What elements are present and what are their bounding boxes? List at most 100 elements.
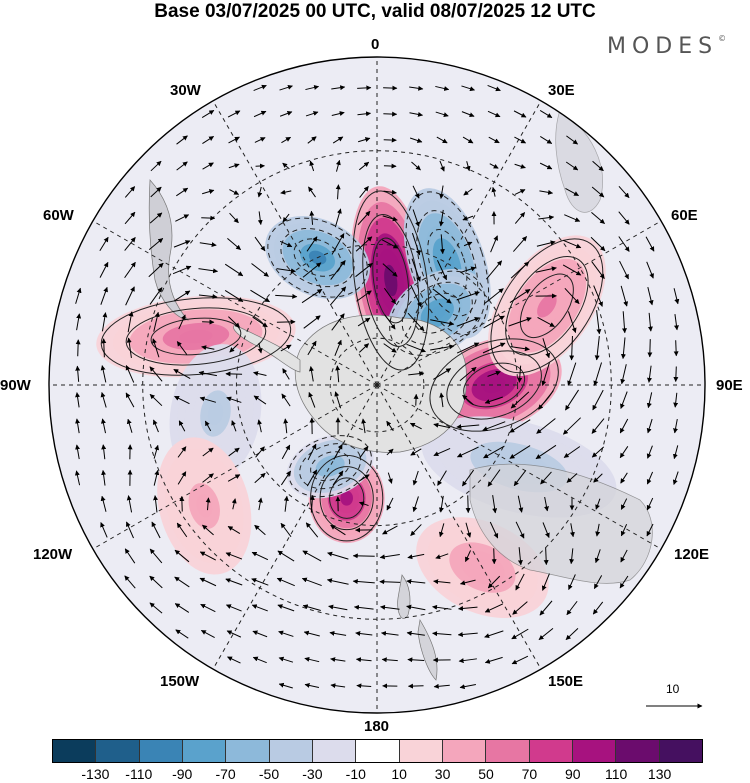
wind-vector-arrow [101,312,108,332]
wind-vector-arrow [537,317,555,327]
wind-vector-arrow [386,420,394,432]
wind-vector-arrow [410,524,422,536]
colorbar-segment-14 [659,740,702,762]
lon-label-90w: 90W [0,377,31,394]
wind-vector-arrow [253,395,267,405]
colorbar-tick-label: -30 [302,766,323,782]
wind-vector-arrow [309,366,314,382]
wind-vector-arrow [463,241,473,247]
wind-vector-arrow [229,212,239,224]
wind-vector-arrow [460,266,477,273]
wind-vector-arrow [407,312,425,332]
wind-vector-arrow [541,573,550,591]
wind-vector-arrow [592,160,604,172]
wind-vector-arrow [543,547,549,566]
wind-vector-arrow [620,391,628,409]
meridian-line [376,384,542,670]
wind-vector-arrow [276,268,296,274]
wind-vector-arrow [484,656,503,664]
wind-vector-arrow [204,420,212,432]
wind-vector-arrow [331,313,345,331]
wind-vector-arrow [432,288,452,304]
wind-vector-arrow [179,495,185,512]
wind-vector-arrow [358,474,370,482]
wind-vector-arrow [382,525,398,535]
wind-vector-arrow [100,392,107,408]
wind-vector-arrow [229,189,240,195]
wind-vector-arrow [509,288,531,304]
wind-vector-arrow [359,501,369,507]
wind-vector-arrow [538,390,554,410]
wind-vector-arrow [281,444,291,460]
wind-vector-arrow [465,161,471,172]
wind-vector-arrow [437,470,447,486]
wind-vector-arrow [301,288,323,304]
colorbar-segment-12 [572,740,617,762]
wind-vector-arrow [562,264,582,276]
wind-vector-arrow [386,497,394,511]
wind-vector-arrow [407,657,425,663]
wind-vector-arrow [199,551,216,561]
map-boundary [48,56,706,714]
wind-vector-arrow [75,287,82,304]
wind-vector-arrow [435,85,450,91]
antarctic-peninsula [233,324,301,373]
wind-vector-arrow [176,341,188,355]
colorbar-tick-label: 130 [647,766,672,782]
wind-vector-arrow [592,389,604,411]
wind-vector-arrow [252,630,268,638]
wind-vector-arrow [646,497,654,511]
wind-vector-arrow [202,447,214,457]
wind-vector-arrow [355,236,373,252]
wind-vector-arrow [229,343,239,353]
wind-vector-arrow [279,84,293,91]
wind-vector-arrow [148,262,164,278]
wind-vector-arrow [593,575,603,590]
wind-vector-arrow [202,135,214,145]
wind-vector-arrow [283,418,289,434]
wind-vector-arrow [356,290,372,302]
wind-vector-arrow [357,210,371,226]
wind-vector-arrow [250,289,270,303]
wind-vector-arrow [200,629,215,639]
wind-vector-arrow [228,316,240,328]
wind-vector-arrow [177,471,187,485]
wind-vector-arrow [305,522,319,538]
wind-vector-arrow [412,496,419,513]
wind-vector-arrow [124,261,136,279]
colorbar-tick-label: 110 [605,766,628,782]
wind-vector-arrow [100,286,108,305]
wind-vector-arrow [306,469,318,487]
wind-vector-arrow [536,240,556,247]
wind-vector-arrow [306,236,318,252]
wind-vector-arrow [152,338,160,358]
wind-vector-arrow [595,523,601,537]
wind-vector-arrow [456,424,480,430]
wind-vector-arrow [330,657,346,663]
meridian-line [376,220,662,386]
wind-vector-arrow [566,473,578,483]
wind-vector-arrow [566,600,578,616]
wind-vector-arrow [99,261,109,278]
wind-vector-arrow [173,368,191,380]
wind-vector-arrow [149,212,163,224]
wind-vector-arrow [517,365,523,383]
colorbar-tick-label: 90 [565,766,581,782]
wind-vector-arrow [149,548,163,564]
lon-label-180: 180 [364,718,390,735]
wind-vector-arrow [175,214,190,222]
graticule [49,57,705,713]
wind-vector-arrow [438,523,445,538]
wind-vector-arrow [461,85,476,92]
australia [469,463,653,584]
wind-vector-arrow [539,189,554,195]
wind-vector-arrow [535,444,557,460]
wind-vector-arrow [407,553,425,560]
wind-vector-arrow [279,111,293,117]
wind-vector-arrow [176,135,188,145]
wind-vector-arrow [437,260,447,281]
wind-vector-arrow [383,85,398,91]
colorbar-tick-label: -10 [345,766,366,782]
colorbar-segment-0 [53,740,97,762]
